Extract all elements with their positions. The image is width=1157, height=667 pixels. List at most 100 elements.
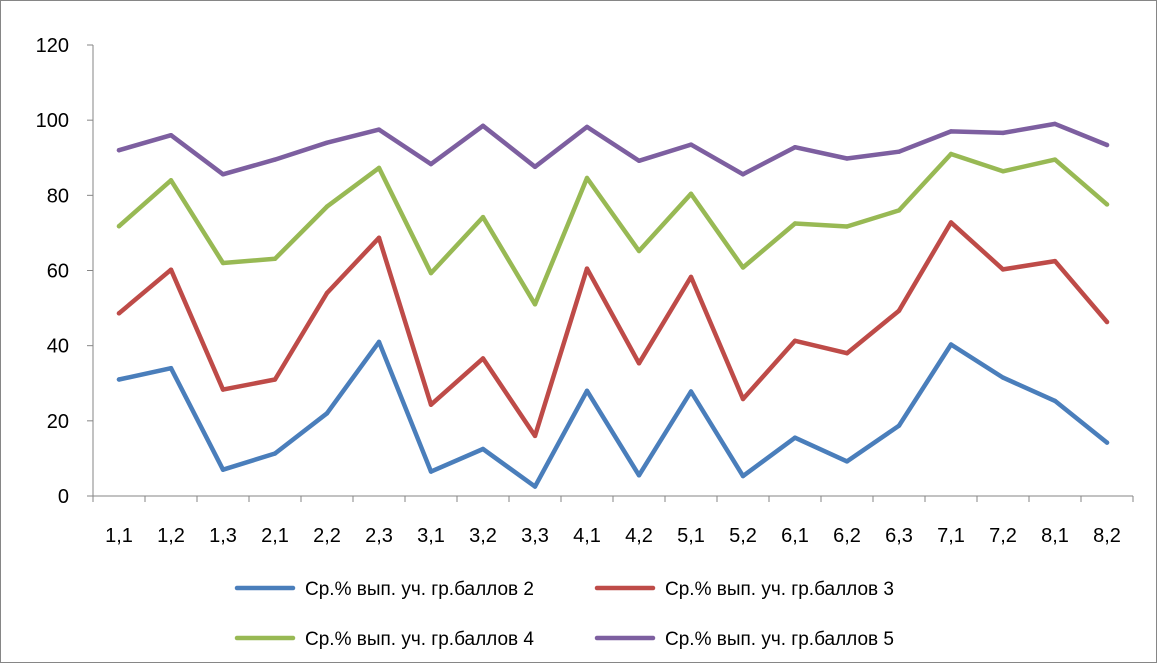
data-point — [428, 161, 434, 167]
data-point — [844, 156, 850, 161]
legend-item-2: Ср.% вып. уч. гр.баллов 3 — [594, 579, 894, 600]
data-point — [896, 149, 902, 154]
data-point — [688, 389, 694, 394]
data-point — [636, 248, 642, 254]
data-point — [740, 265, 746, 270]
y-tick-label: 100 — [36, 110, 69, 132]
data-point — [636, 473, 642, 478]
x-tick-label: 5,2 — [729, 525, 757, 547]
data-point — [636, 158, 642, 163]
data-point — [272, 451, 278, 456]
data-point — [532, 302, 538, 307]
data-point — [532, 433, 538, 439]
y-tick-label: 40 — [47, 336, 69, 358]
data-point — [428, 270, 434, 276]
data-point — [532, 484, 538, 489]
x-tick-label: 4,2 — [625, 525, 653, 547]
data-point — [896, 208, 902, 213]
x-tick-label: 2,1 — [261, 525, 289, 547]
x-tick-label: 8,1 — [1041, 525, 1069, 547]
data-point — [1000, 375, 1006, 380]
data-point — [948, 129, 954, 134]
data-point — [896, 423, 902, 428]
y-tick-label: 120 — [36, 35, 69, 57]
x-tick-label: 6,1 — [781, 525, 809, 547]
data-point — [688, 142, 694, 147]
data-point — [116, 377, 122, 382]
x-tick-label: 1,1 — [105, 525, 133, 547]
data-point — [792, 435, 798, 440]
series-line-1 — [116, 339, 1110, 489]
data-point — [324, 204, 330, 209]
data-point — [376, 235, 382, 240]
data-point — [1104, 202, 1110, 207]
data-point — [272, 256, 278, 261]
data-point — [168, 366, 174, 371]
data-point — [376, 127, 382, 132]
x-tick-label: 7,1 — [937, 525, 965, 547]
data-point — [740, 172, 746, 177]
data-point — [272, 377, 278, 382]
data-point — [1000, 130, 1006, 136]
data-point — [480, 214, 486, 220]
x-tick-label: 3,3 — [521, 525, 549, 547]
data-point — [116, 311, 122, 316]
data-point — [168, 267, 174, 272]
data-point — [948, 151, 954, 157]
data-point — [324, 411, 330, 416]
data-point — [844, 459, 850, 464]
y-axis-tick-labels: 0 20 40 60 80 100 120 — [36, 35, 69, 508]
data-point — [688, 191, 694, 196]
data-point — [220, 387, 226, 392]
legend-label: Ср.% вып. уч. гр.баллов 4 — [305, 629, 534, 650]
series-line-3 — [116, 151, 1110, 307]
series-line-4 — [116, 121, 1110, 177]
legend-label: Ср.% вып. уч. гр.баллов 3 — [665, 579, 894, 600]
data-point — [324, 290, 330, 296]
y-tick-label: 80 — [47, 185, 69, 207]
data-point — [220, 467, 226, 472]
data-point — [584, 175, 590, 181]
x-tick-label: 2,3 — [365, 525, 393, 547]
x-tick-label: 1,2 — [157, 525, 185, 547]
x-tick-label: 8,2 — [1093, 525, 1121, 547]
data-point — [740, 396, 746, 402]
data-point — [896, 308, 902, 313]
data-point — [116, 224, 122, 229]
y-tick-label: 60 — [47, 261, 69, 283]
data-point — [792, 145, 798, 150]
data-point — [948, 342, 954, 347]
x-tick-label: 6,2 — [833, 525, 861, 547]
x-tick-label: 6,3 — [885, 525, 913, 547]
data-point — [532, 164, 538, 169]
data-point — [168, 133, 174, 138]
data-point — [1104, 142, 1110, 148]
data-point — [376, 339, 382, 345]
data-point — [324, 140, 330, 145]
data-point — [1052, 258, 1058, 264]
x-tick-label: 5,1 — [677, 525, 705, 547]
data-point — [1052, 157, 1058, 162]
data-point — [376, 165, 382, 171]
legend-label: Ср.% вып. уч. гр.баллов 2 — [305, 579, 534, 600]
data-point — [844, 224, 850, 229]
data-point — [1052, 398, 1058, 404]
legend-item-3: Ср.% вып. уч. гр.баллов 4 — [234, 629, 534, 650]
data-point — [584, 124, 590, 130]
series-lines — [116, 121, 1110, 489]
data-point — [168, 178, 174, 183]
series-line-2 — [116, 220, 1110, 439]
data-point — [1000, 169, 1006, 174]
data-point — [480, 356, 486, 361]
y-tick-label: 20 — [47, 411, 69, 433]
x-tick-label: 2,2 — [313, 525, 341, 547]
y-tick-label: 0 — [58, 486, 69, 508]
data-point — [116, 148, 122, 153]
legend: Ср.% вып. уч. гр.баллов 2 Ср.% вып. уч. г… — [234, 579, 894, 650]
data-point — [1000, 267, 1006, 272]
axes — [87, 44, 1134, 502]
data-point — [844, 351, 850, 356]
data-point — [428, 402, 434, 407]
